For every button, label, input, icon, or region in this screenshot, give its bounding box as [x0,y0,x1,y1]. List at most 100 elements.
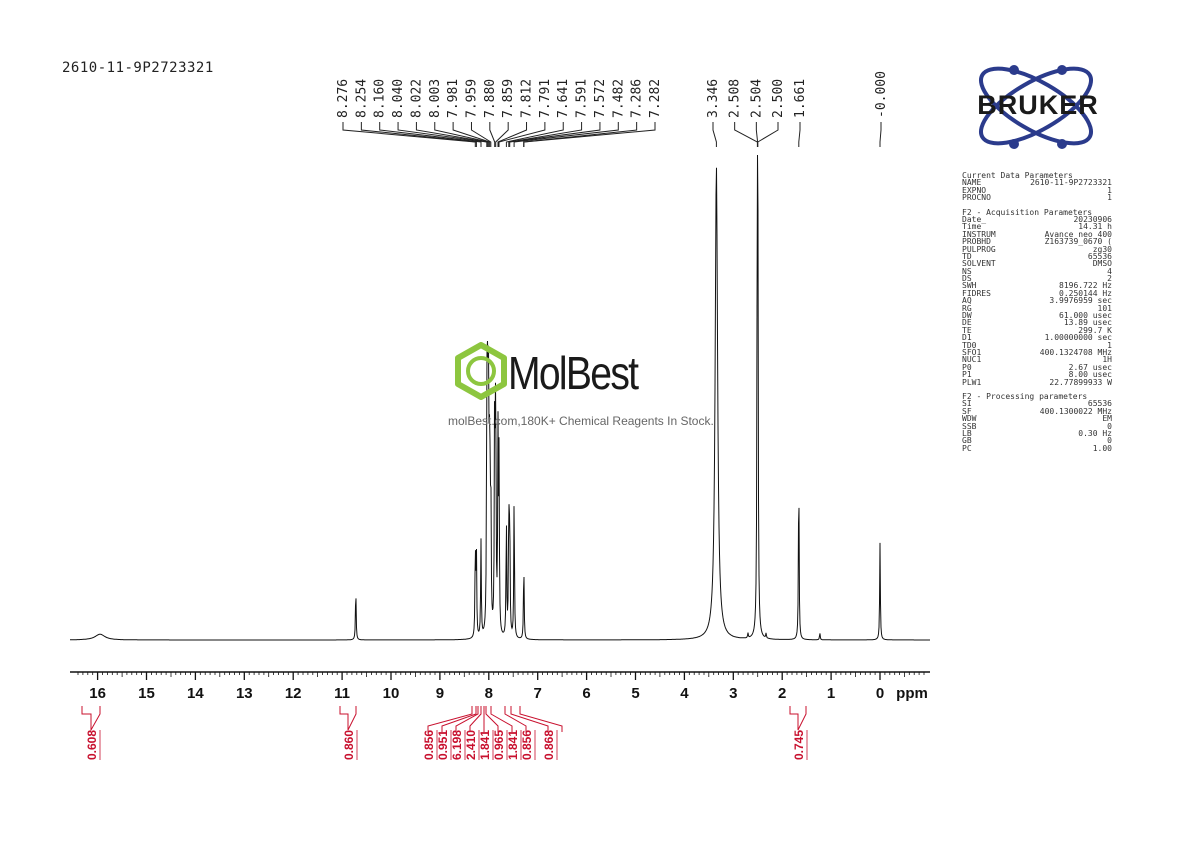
param-row: PC 1.00 [962,443,1114,453]
param-row: SSB 0 [962,421,1114,431]
param-key: SFO1 [962,347,982,357]
param-row: SWH 8196.722 Hz [962,282,1114,290]
integral-value: 0.868 [542,730,556,760]
peak-label-leader [879,122,882,147]
sample-id: 2610-11-9P2723321 [62,60,214,76]
param-row: PULPROG zg30 [962,244,1114,254]
peak-label: 7.482 [611,79,626,118]
param-value: 1 [1107,340,1112,350]
param-value: Z163739_0670 ( [1044,237,1112,247]
param-key: PC [962,443,972,453]
peak-label: 7.591 [575,79,590,118]
integral-bracket [469,706,482,732]
param-row: NS 4 [962,266,1114,276]
param-row: PLW1 22.77899933 W [962,377,1114,387]
param-value: 2.67 usec [1068,362,1112,372]
peak-label-leader [757,122,779,147]
x-tick-label: 15 [138,685,155,702]
bruker-logo: BRUKER [954,62,1120,150]
param-value: 400.1324708 MHz [1039,347,1112,357]
peak-label-leader [509,122,601,147]
param-row: NUC1 1H [962,355,1114,365]
param-value: 14.31 h [1078,222,1112,232]
integral-value: 0.608 [85,730,99,760]
param-value: 0 [1107,421,1112,431]
param-value: Avance neo 400 [1044,229,1112,239]
integral-bracket [427,706,473,732]
param-row: Time 14.31 h [962,222,1114,232]
x-tick-label: 2 [778,685,786,702]
peak-label-leader [397,122,488,147]
param-row: LB 0.30 Hz [962,428,1114,438]
param-row: SI 65536 [962,400,1114,408]
param-value: 0.30 Hz [1078,428,1112,438]
integral-value: 0.860 [342,730,356,760]
peak-label: 2.500 [771,79,786,118]
param-row: NAME 2610-11-9P2723321 [962,178,1114,188]
param-value: 22.77899933 W [1049,377,1112,387]
param-row: DW 61.000 usec [962,311,1114,319]
x-tick-label: 12 [285,685,302,702]
param-value: 1.00 [1092,443,1112,453]
peak-labels: 8.276 8.254 8.160 8.040 8.022 8.003 7.981 7.959… [336,71,889,147]
param-row: TD 65536 [962,252,1114,260]
param-key: DS [962,274,972,284]
param-key: P1 [962,370,972,380]
peak-label-leader [712,122,717,147]
peak-label-leader [495,122,509,147]
param-value: 1H [1102,355,1112,365]
param-value: EM [1102,414,1112,424]
peak-label-leader [497,122,528,147]
param-key: SSB [962,421,977,431]
integral-bracket [510,706,549,732]
param-key: Date_ [962,214,987,224]
param-value: 1.00000000 sec [1044,333,1112,343]
param-row: DE 13.89 usec [962,319,1114,327]
param-key: LB [962,428,972,438]
param-value: 4 [1107,266,1112,276]
param-key: PULPROG [962,244,996,254]
param-value: 3.9976959 sec [1049,296,1112,306]
integral-bracket [504,706,527,732]
integral-value: 1.841 [506,730,520,760]
peak-label: 8.003 [428,79,443,118]
benzene-logo-icon [455,342,507,400]
integral-bracket [455,706,479,732]
peak-label: 8.040 [391,79,406,118]
integral-bracket [441,706,477,732]
peak-label-leader [452,122,491,147]
param-key: TD0 [962,340,977,350]
x-tick-label: 13 [236,685,253,702]
x-tick-label: 11 [334,685,350,702]
param-key: NAME [962,178,982,188]
acquisition-parameters: Current Data Parameters NAME 2610-11-9P272… [962,171,1114,453]
param-value: 8.00 usec [1068,370,1112,380]
integral-bracket [519,706,563,732]
param-key: GB [962,436,972,446]
param-section-title: F2 - Processing parameters [962,391,1088,401]
param-row: SOLVENT DMSO [962,259,1114,269]
x-axis-label: ppm [896,685,928,702]
param-key: PLW1 [962,377,982,387]
integral-value: 0.965 [492,730,506,760]
peak-label: 8.022 [409,79,424,118]
param-key: NUC1 [962,355,982,365]
param-value: 101 [1097,303,1112,313]
x-tick-label: 9 [436,685,444,702]
peak-label: 2.504 [749,79,764,118]
integral-value: 2.410 [464,730,478,760]
param-value: 0 [1107,436,1112,446]
peak-label-leader [798,122,801,147]
peak-label-leader [498,122,546,147]
param-key: Time [962,222,982,232]
x-tick-label: 6 [582,685,590,702]
peak-label-leader [415,122,489,147]
logo-text: BRUKER [977,90,1099,120]
integral-value: 1.841 [478,730,492,760]
param-value: 1 [1107,185,1112,195]
integral-bracket [81,706,101,732]
spectrum-trace [70,154,930,641]
param-key: SOLVENT [962,259,996,269]
param-value: 2 [1107,274,1112,284]
